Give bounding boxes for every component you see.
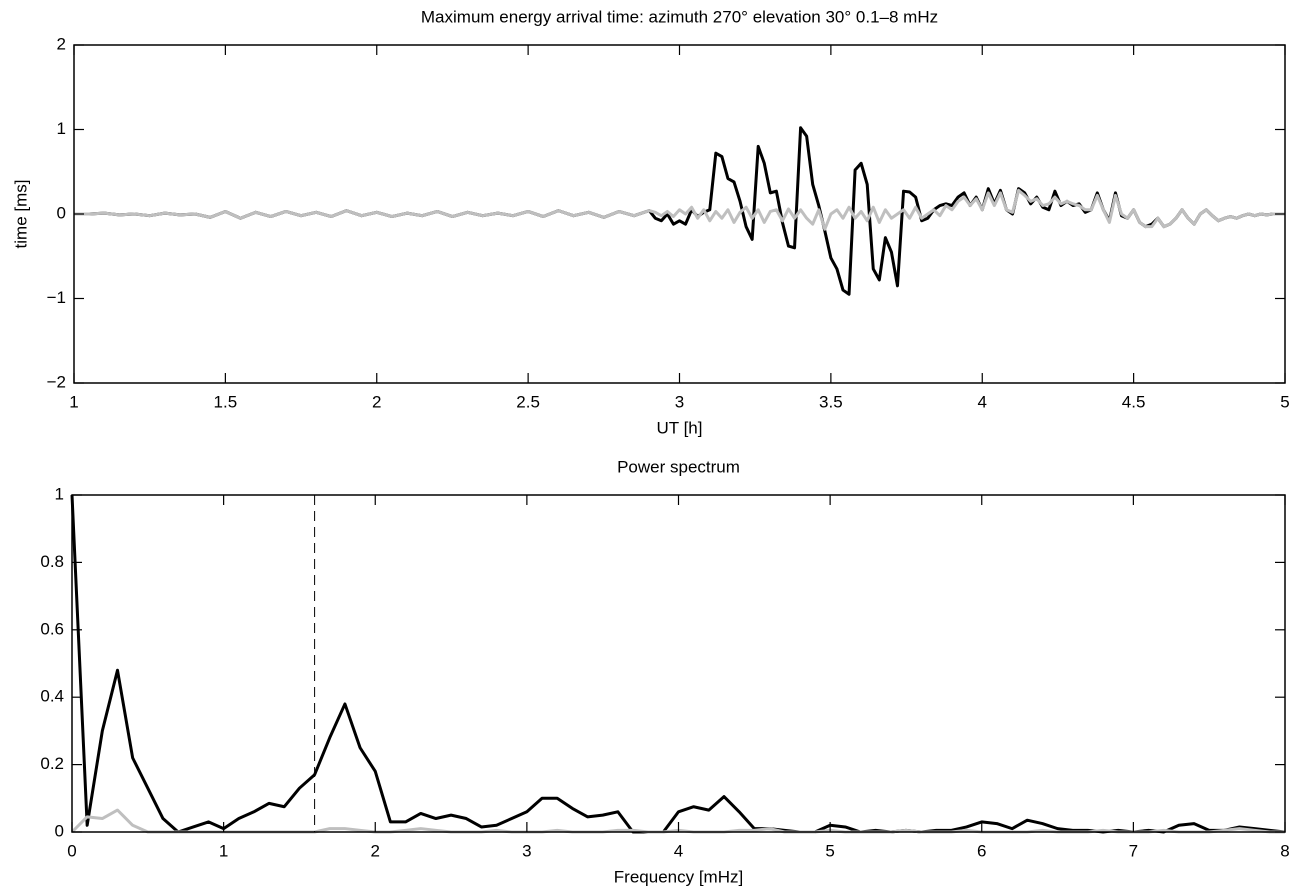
x-tick-label: 3 [522,841,531,860]
y-tick-label: 0 [55,821,64,840]
x-tick-label: 1 [219,841,228,860]
chart-title: Power spectrum [617,457,740,476]
x-tick-label: 4.5 [1122,392,1146,411]
x-tick-label: 4 [978,392,987,411]
y-tick-label: 0 [57,203,66,222]
x-tick-label: 2 [372,392,381,411]
y-tick-label: 0.2 [40,754,64,773]
chart-title: Maximum energy arrival time: azimuth 270… [421,7,938,26]
y-tick-label: 2 [57,34,66,53]
axes-box [71,494,1286,833]
y-tick-label: −2 [47,372,66,391]
y-tick-label: 1 [55,484,64,503]
data-line [74,188,1285,231]
x-tick-label: 0 [67,841,76,860]
x-axis-label: Frequency [mHz] [614,867,743,886]
x-tick-label: 1.5 [214,392,238,411]
y-tick-label: 1 [57,119,66,138]
x-tick-label: 2.5 [516,392,540,411]
x-tick-label: 5 [1280,392,1289,411]
x-tick-label: 3 [675,392,684,411]
x-tick-label: 3.5 [819,392,843,411]
x-tick-label: 5 [825,841,834,860]
x-tick-label: 4 [674,841,683,860]
y-tick-label: 0.6 [40,619,64,638]
x-tick-label: 7 [1129,841,1138,860]
x-tick-label: 6 [977,841,986,860]
y-tick-label: −1 [47,288,66,307]
data-line [70,494,1286,834]
y-tick-label: 0.4 [40,687,64,706]
x-axis-label: UT [h] [657,418,703,437]
x-tick-label: 2 [371,841,380,860]
y-axis-label: time [ms] [11,180,30,249]
y-tick-label: 0.8 [40,552,64,571]
x-tick-label: 8 [1280,841,1289,860]
axes-box [73,44,1286,384]
x-tick-label: 1 [69,392,78,411]
